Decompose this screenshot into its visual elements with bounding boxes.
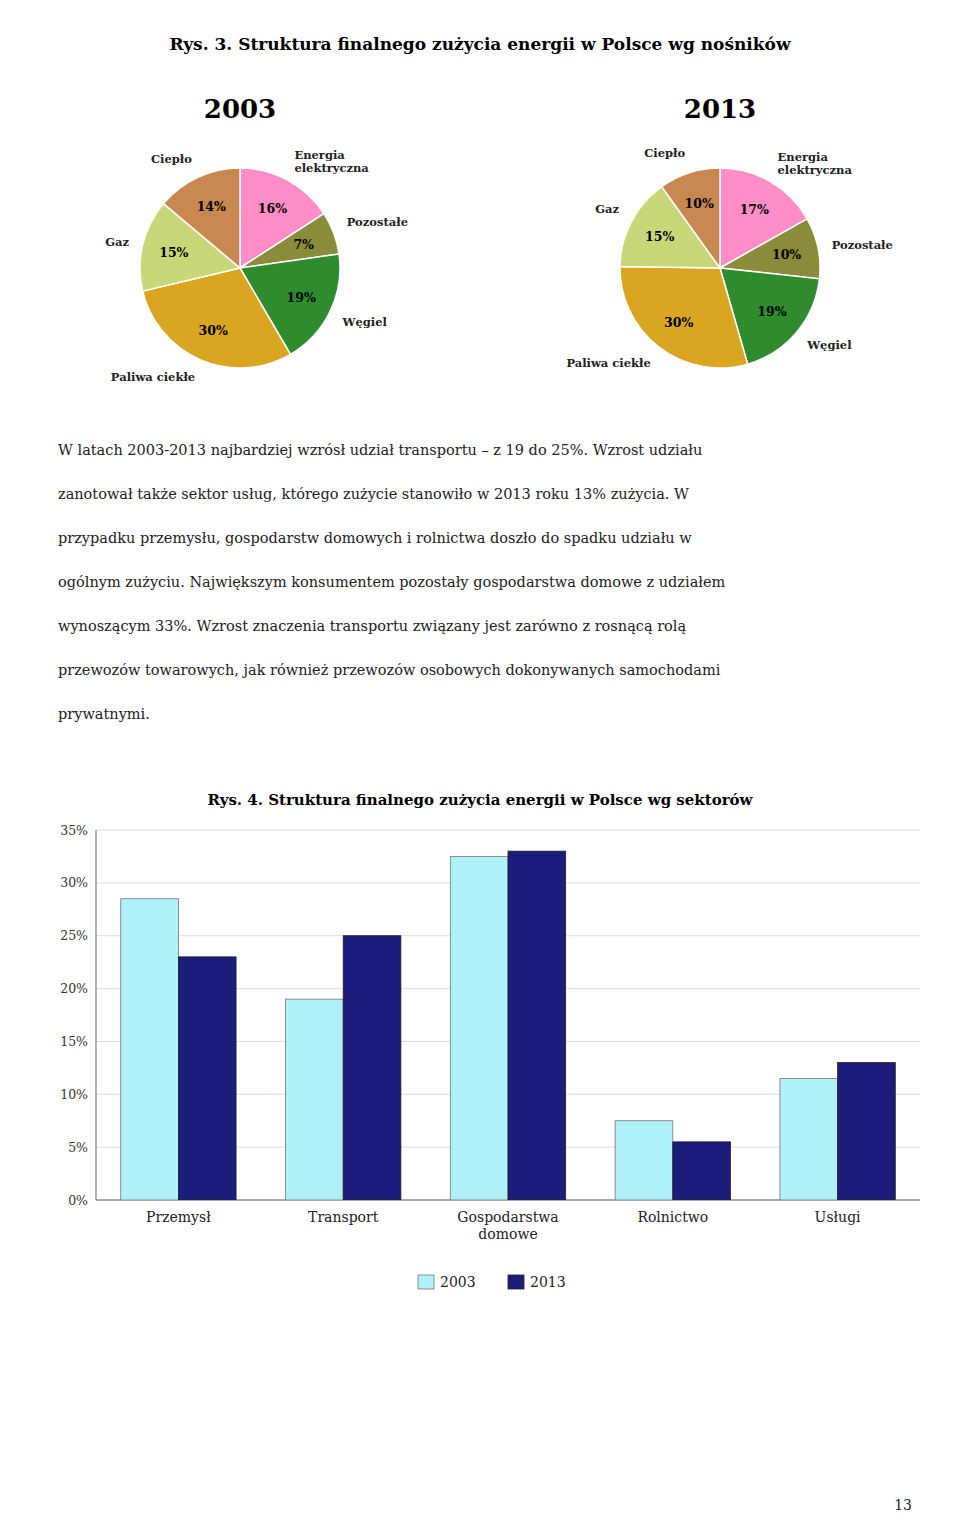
paragraph-line: zanotował także sektor usług, którego zu… [58, 486, 689, 502]
x-tick-label: Przemysł [146, 1209, 211, 1225]
paragraph-line: wynoszącym 33%. Wzrost znaczenia transpo… [58, 618, 686, 634]
bar [286, 999, 344, 1200]
x-tick-label: Usługi [815, 1209, 862, 1225]
legend: 2003 2013 [418, 1274, 566, 1290]
page: Rys. 3. Struktura finalnego zużycia ener… [0, 0, 960, 1537]
pie-slice [164, 168, 240, 268]
slice-category-label: Pozostałe [347, 215, 408, 229]
paragraph-line: ogólnym zużyciu. Największym konsumentem… [58, 574, 726, 590]
bar-chart: Rys. 4. Struktura finalnego zużycia ener… [60, 791, 920, 1290]
pie-chart: 2003 16% Energiaelektryczna 7% Pozostałe 19% W… [105, 94, 408, 384]
slice-value-label: 10% [685, 196, 714, 211]
bar [121, 899, 179, 1200]
legend-label: 2013 [530, 1274, 566, 1290]
slice-category-label: Paliwa ciekłe [566, 356, 650, 370]
slice-value-label: 17% [740, 202, 769, 217]
chart-title: Rys. 4. Struktura finalnego zużycia ener… [208, 791, 754, 809]
paragraph-line: przewozów towarowych, jak również przewo… [58, 662, 721, 678]
pie-slice [662, 168, 720, 268]
bar [673, 1142, 731, 1200]
y-tick-label: 10% [60, 1087, 88, 1102]
bar [178, 957, 236, 1200]
slice-category-label: Gaz [595, 202, 619, 216]
slice-category-label: Paliwa ciekłe [111, 370, 195, 384]
slice-value-label: 7% [293, 237, 314, 252]
slice-category-label: Pozostałe [832, 238, 893, 252]
slice-category-label: Ciepło [644, 146, 685, 160]
slice-category-label: Energiaelektryczna [294, 148, 369, 175]
y-tick-label: 5% [68, 1140, 88, 1155]
bar [508, 851, 566, 1200]
paragraph-line: przypadku przemysłu, gospodarstw domowyc… [58, 530, 692, 546]
y-axis-line [96, 830, 97, 1200]
slice-value-label: 14% [197, 199, 226, 214]
legend-label: 2003 [440, 1274, 476, 1290]
slice-category-label: Energiaelektryczna [778, 150, 853, 177]
y-tick-label: 35% [60, 823, 88, 838]
slice-value-label: 19% [287, 290, 316, 305]
page-title: Rys. 3. Struktura finalnego zużycia ener… [169, 34, 791, 54]
bar [450, 856, 508, 1200]
y-tick-label: 15% [60, 1034, 88, 1049]
slice-value-label: 15% [159, 245, 188, 260]
bar [343, 936, 401, 1200]
x-tick-label: Rolnictwo [637, 1209, 708, 1225]
x-tick-label: Gospodarstwadomowe [457, 1209, 558, 1242]
legend-swatch [418, 1275, 434, 1289]
slice-value-label: 10% [772, 247, 801, 262]
y-tick-label: 0% [68, 1193, 88, 1208]
bars [121, 851, 896, 1200]
slice-value-label: 30% [664, 315, 693, 330]
slice-category-label: Węgiel [342, 315, 388, 329]
y-tick-label: 30% [60, 875, 88, 890]
pie-chart: 2013 17% Energiaelektryczna 10% Pozostałe 19%… [566, 94, 892, 370]
page-number: 13 [894, 1497, 912, 1513]
slice-category-label: Węgiel [806, 338, 852, 352]
paragraph-line: W latach 2003-2013 najbardziej wzrósł ud… [58, 442, 702, 458]
legend-swatch [508, 1275, 524, 1289]
slice-category-label: Gaz [105, 235, 129, 249]
y-tick-label: 20% [60, 981, 88, 996]
y-tick-label: 25% [60, 928, 88, 943]
slice-value-label: 15% [645, 229, 674, 244]
slice-value-label: 16% [258, 201, 287, 216]
grid-line [96, 830, 920, 831]
slice-value-label: 19% [757, 304, 786, 319]
paragraph-line: prywatnymi. [58, 706, 150, 722]
bar [615, 1121, 673, 1200]
slice-value-label: 30% [199, 323, 228, 338]
pie-slice [620, 266, 748, 368]
slice-category-label: Ciepło [151, 152, 192, 166]
bar [780, 1078, 838, 1200]
pie-title: 2013 [684, 94, 756, 124]
x-tick-label: Transport [308, 1209, 379, 1225]
bar [838, 1063, 896, 1200]
pie-title: 2003 [204, 94, 276, 124]
